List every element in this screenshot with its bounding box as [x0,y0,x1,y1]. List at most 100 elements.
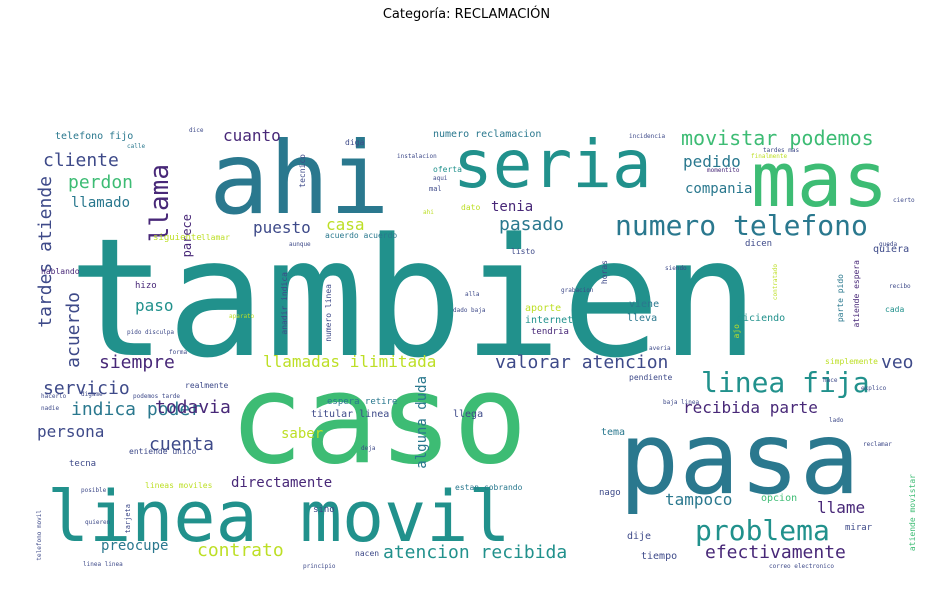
word-ajo: ajo [732,324,741,339]
word-diga: diga [345,138,365,147]
word-alguna-duda: alguna duda [414,376,430,469]
word-forma: forma [169,349,188,356]
word-momentito: momentito [707,167,740,174]
word-podemos-tarde: podemos tarde [133,393,180,400]
word-correo-electronico: correo electronico [769,563,835,570]
word-cuanto: cuanto [223,126,281,145]
word-tardes-mas: tardes mas [763,147,800,154]
word-parte-pido: parte pido [836,274,845,323]
word-acuerdo-acuerdo: acuerdo acuerdo [325,231,398,240]
word-digame: digame [81,391,103,398]
word-servicio: servicio [43,378,130,399]
word-hacerlo: hacerlo [41,393,67,400]
word-queda: queda [879,241,898,248]
word-quieren: quieren [85,519,111,526]
word-casa: casa [326,215,365,234]
word-estan-cobrando: estan cobrando [455,483,523,492]
word-caso: caso [229,348,528,492]
word-atiende-movistar: atiende movistar [908,474,917,552]
word-dato: dato [461,203,481,212]
word-tambien: tambien [68,203,760,394]
word-compania: compania [685,181,753,197]
word-telefono-movil: telefono movil [36,510,43,561]
word-cierto: cierto [893,197,915,204]
word-cliente: cliente [43,150,119,171]
word-atiende-espera: atiende espera [852,260,861,328]
word-mirar: mirar [845,523,873,533]
word-efectivamente: efectivamente [705,542,846,563]
word-llamado: llamado [71,195,131,211]
word-numero-reclamacion: numero reclamacion [433,129,542,140]
word-explico: explico [861,385,887,392]
word-veo: veo [881,352,914,373]
word-dije: dije [627,531,652,542]
word-pedido: pedido [683,152,741,171]
word-sino: sino [313,505,335,515]
word-dado-baja: dado baja [453,307,486,314]
word-instalacion: instalacion [397,153,437,160]
word-grabacion: grabacion [561,287,594,294]
word-hizo: hizo [135,281,157,291]
word-seria: seria [453,126,652,203]
word-aunque: aunque [289,241,311,248]
word-llamar: llamar [201,233,230,242]
word-llama: llama [145,164,175,243]
word-tenia: tenia [491,199,534,215]
word-numero-telefono: numero telefono [615,209,868,242]
word-nacen: nacen [355,549,380,558]
word-hace: hace [823,377,838,384]
word-opcion: opcion [761,493,798,504]
word-aqui: aqui [433,175,448,182]
word-acuerdo: acuerdo [63,292,84,368]
word-posible: posible [81,487,107,494]
word-quiera: quiera [873,244,910,255]
word-horas: horas [600,260,609,285]
word-mas: mas [751,135,889,224]
word-saber: saber [281,426,324,442]
word-persona: persona [37,422,105,441]
word-paso: paso [135,296,174,315]
word-finalmente: finalmente [751,153,788,160]
word-calle: calle [127,143,146,150]
word-deja: deja [361,445,376,452]
word-listo: listo [511,247,536,256]
word-recibida-parte: recibida parte [683,398,818,417]
word-puesto: puesto [253,218,311,237]
word-llamadas-ilimitada: llamadas ilimitada [263,352,437,371]
word-hablando: hablando [41,267,80,276]
word-dice: dice [189,127,204,134]
word-viene: viene [629,299,660,310]
word-ahi-small: ahi [423,209,434,216]
word-pasado: pasado [499,214,565,235]
word-siendo: siendo [665,265,687,272]
word-siempre: siempre [99,352,175,373]
word-movistar-podemos: movistar podemos [681,126,874,150]
word-lineas-moviles: lineas moviles [145,481,213,490]
word-tardes-atiende: tardes atiende [35,176,56,328]
word-todavia: todavia [155,397,231,418]
word-averia: averia [649,345,671,352]
word-tendria: tendria [531,327,569,337]
word-indica-poder: indica poder [71,399,202,420]
word-pasa: pasa [619,400,860,517]
word-preocupe: preocupe [101,538,169,554]
word-atencion-recibida: atencion recibida [383,542,568,563]
word-lado: lado [829,417,844,424]
word-tecna: tecna [69,459,97,469]
word-espera-retire: espera retire [327,397,398,407]
word-internet: internet [525,315,574,326]
word-entiende-unico: entiende unico [129,447,197,456]
figure-title: Categoría: RECLAMACIÓN [382,7,551,22]
word-diciendo: diciendo [737,313,786,324]
word-incidencia: incidencia [629,133,666,140]
word-siguiente: siguiente [153,233,202,243]
word-titular-linea: titular linea [311,409,390,420]
word-directamente: directamente [231,475,333,491]
word-cada: cada [885,305,905,314]
word-contratado: contratado [772,264,779,301]
word-tiempo: tiempo [641,551,678,562]
word-linea-movil: linea movil [47,476,511,558]
word-ahi: ahi [209,124,390,237]
word-principio: principio [303,563,336,570]
word-alla: alla [465,291,480,298]
